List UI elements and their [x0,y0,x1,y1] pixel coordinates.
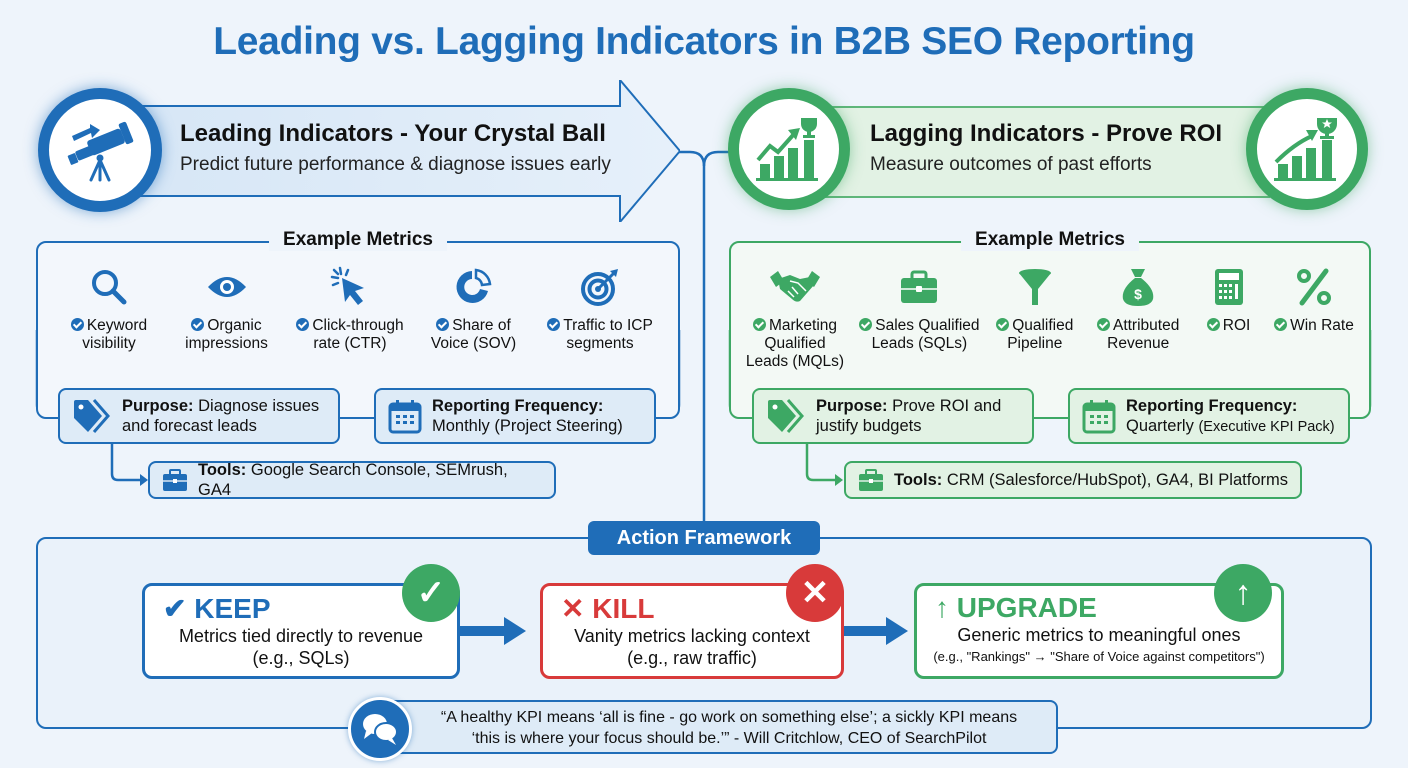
action-framework-label: Action Framework [588,521,820,555]
flow-arrow-icon [460,617,526,645]
check-icon [996,318,1010,331]
keep-card: ✔ KEEP Metrics tied directly to revenue … [142,583,460,679]
lagging-banner [800,106,1270,198]
cursor-click-icon [330,266,364,305]
funnel-icon [1018,269,1051,305]
eye-icon [207,277,246,297]
lagging-metrics-label: Example Metrics [961,229,1139,251]
leading-metrics-label: Example Metrics [269,229,447,251]
calendar-icon [1082,400,1116,434]
metric-attributed-revenue: $ Attributed Revenue [1088,265,1188,371]
arrow-up-icon: ↑ [935,592,949,623]
check-icon [1206,318,1220,331]
check-icon [1274,318,1288,331]
check-icon [191,318,205,331]
metric-organic-impressions: Organic impressions [172,265,282,353]
metric-keyword-visibility: Keyword visibility [54,265,164,353]
metric-roi: ROI [1199,265,1259,371]
leading-banner-text: Leading Indicators - Your Crystal Ball P… [180,120,611,176]
upgrade-heading: ↑ UPGRADE [935,592,1097,623]
growth-chart-trophy-icon [1274,118,1337,181]
leading-title: Leading Indicators - Your Crystal Ball [180,120,606,147]
briefcase-icon [859,469,883,491]
calculator-icon [1214,269,1243,305]
check-icon [296,318,310,331]
metric-sqls: Sales Qualified Leads (SQLs) [857,265,981,371]
leading-banner-arrow [120,80,680,222]
lagging-icon-circle-right [1246,88,1368,210]
target-icon [581,269,618,306]
calendar-icon [388,400,422,434]
upgrade-card: ↑ UPGRADE Generic metrics to meaningful … [914,583,1284,679]
checkmark-icon: ✔ [163,593,187,624]
metric-ctr: Click-through rate (CTR) [289,265,411,353]
check-icon [1096,318,1110,331]
check-icon [436,318,450,331]
speech-bubbles-icon [363,714,398,745]
percent-icon [1296,268,1331,306]
leading-subtitle: Predict future performance & diagnose is… [180,154,611,175]
growth-chart-trophy-icon [756,118,818,181]
page-title: Leading vs. Lagging Indicators in B2B SE… [213,20,1195,63]
telescope-icon [67,121,134,182]
leading-tools-box: Tools: Google Search Console, SEMrush, G… [148,461,556,499]
metric-mqls: Marketing Qualified Leads (MQLs) [743,265,847,371]
keep-check-badge-icon: ✓ [402,564,460,622]
check-icon [752,318,766,331]
leading-icon-circle [38,88,162,212]
quote-box: “A healthy KPI means ‘all is fine - go w… [380,700,1058,754]
keep-heading: ✔ KEEP [163,593,271,624]
lagging-tools-box: Tools: CRM (Salesforce/HubSpot), GA4, BI… [844,461,1302,499]
quote-icon-circle [348,697,412,761]
tag-icon [74,399,110,433]
leading-purpose-box: Purpose: Diagnose issues and forecast le… [58,388,340,444]
kill-x-badge-icon: ✕ [786,564,844,622]
lagging-title: Lagging Indicators - Prove ROI [870,120,1223,147]
svg-text:$: $ [1134,286,1142,302]
metric-traffic-icp: Traffic to ICP segments [536,265,664,353]
lagging-frequency-box: Reporting Frequency: Quarterly (Executive… [1068,388,1350,444]
search-icon [92,270,127,305]
upgrade-arrow-badge-icon: ↑ [1214,564,1272,622]
tag-icon [768,399,804,433]
briefcase-icon [901,270,938,303]
metric-win-rate: Win Rate [1269,265,1359,371]
lagging-purpose-box: Purpose: Prove ROI and justify budgets [752,388,1034,444]
briefcase-icon [163,469,187,491]
metric-qualified-pipeline: Qualified Pipeline [992,265,1078,371]
check-icon [859,318,873,331]
flow-arrow-icon [844,617,908,645]
metric-share-of-voice: Share of Voice (SOV) [419,265,529,353]
handshake-icon [770,271,820,302]
kill-heading: ✕ KILL [561,593,655,624]
lagging-banner-text: Lagging Indicators - Prove ROI Measure o… [870,120,1222,176]
check-icon [547,318,561,331]
pie-chart-icon [456,268,491,303]
lagging-subtitle: Measure outcomes of past efforts [870,154,1152,175]
money-bag-icon: $ [1122,269,1154,306]
leading-frequency-box: Reporting Frequency: Monthly (Project Ste… [374,388,656,444]
check-icon [70,318,84,331]
lagging-icon-circle-left [728,88,850,210]
x-icon: ✕ [561,593,585,624]
